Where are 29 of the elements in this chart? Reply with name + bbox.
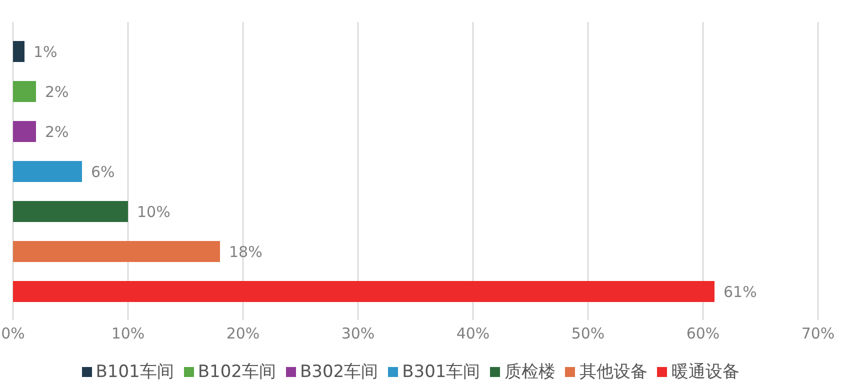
data-label: 2%	[45, 122, 69, 141]
bar	[13, 161, 82, 182]
data-label: 18%	[229, 242, 262, 261]
data-label: 10%	[137, 202, 170, 221]
legend-label: B102车间	[198, 362, 276, 382]
data-label: 61%	[724, 282, 757, 301]
bar	[13, 201, 128, 222]
bar	[13, 281, 714, 302]
legend-label: B301车间	[402, 362, 480, 382]
x-tick-label: 0%	[1, 324, 25, 343]
x-tick-label: 10%	[111, 324, 145, 343]
bar	[13, 241, 220, 262]
x-tick-label: 70%	[801, 324, 835, 343]
bar	[13, 41, 24, 62]
data-label: 1%	[34, 42, 58, 61]
x-tick-label: 20%	[226, 324, 260, 343]
x-tick-label: 40%	[456, 324, 490, 343]
data-label: 2%	[45, 82, 69, 101]
legend-label: B101车间	[96, 362, 174, 382]
x-tick-label: 60%	[686, 324, 720, 343]
legend-label: B302车间	[300, 362, 378, 382]
legend-label: 质检楼	[504, 362, 556, 382]
x-tick-label: 30%	[341, 324, 375, 343]
legend-label: 暖通设备	[671, 362, 740, 382]
bar	[13, 81, 36, 102]
x-tick-label: 50%	[571, 324, 605, 343]
bar	[13, 121, 36, 142]
data-label: 6%	[91, 162, 115, 181]
legend-label: 其他设备	[579, 362, 648, 382]
